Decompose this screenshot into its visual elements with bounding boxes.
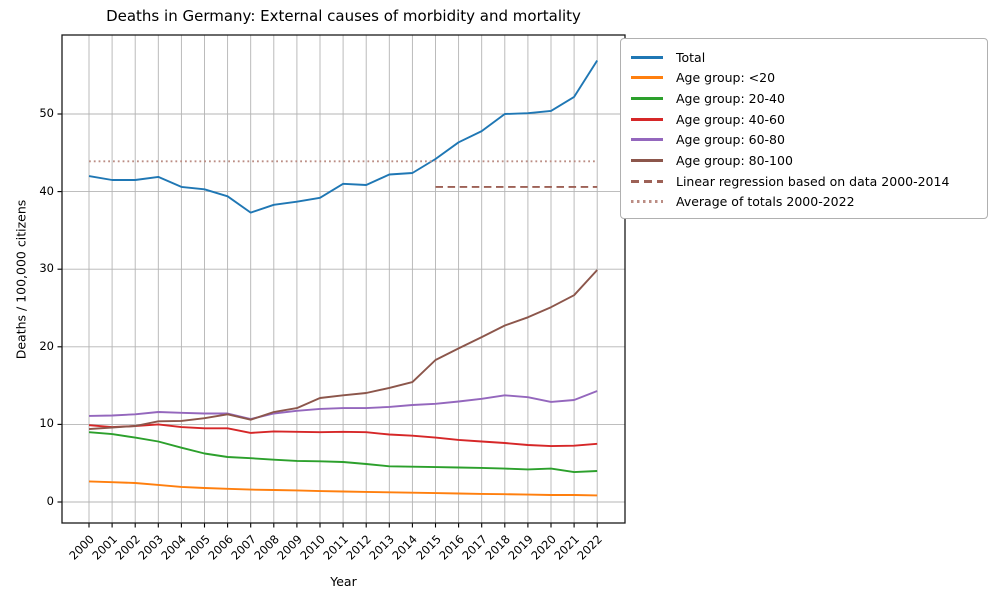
line-age-group-20-40 xyxy=(88,431,598,474)
legend-label: Average of totals 2000-2022 xyxy=(676,194,855,210)
y-tick-label: 40 xyxy=(39,183,54,198)
legend-line-sample xyxy=(631,55,663,59)
x-axis-label: Year xyxy=(330,574,357,589)
line-total xyxy=(88,59,599,214)
chart-title: Deaths in Germany: External causes of mo… xyxy=(106,7,581,25)
legend-item: Age group: 80-100 xyxy=(631,151,977,171)
legend-line-sample xyxy=(631,76,663,80)
line-age-group-80-100 xyxy=(88,269,598,431)
legend-label: Age group: 80-100 xyxy=(676,153,793,169)
plot-border xyxy=(61,34,626,524)
line-age-group-60-80 xyxy=(88,390,598,420)
legend-label: Linear regression based on data 2000-201… xyxy=(676,173,950,189)
legend-line-sample xyxy=(631,159,663,163)
legend-item: Linear regression based on data 2000-201… xyxy=(631,171,977,191)
y-tick-label: 20 xyxy=(39,338,54,353)
legend-line-sample xyxy=(631,200,663,204)
legend-label: Age group: 60-80 xyxy=(676,132,785,148)
legend-item: Age group: <20 xyxy=(631,68,977,88)
y-tick-label: 30 xyxy=(39,261,54,276)
legend-label: Age group: <20 xyxy=(676,70,776,86)
legend-item: Total xyxy=(631,47,977,67)
legend-line-sample xyxy=(631,96,663,100)
legend-line-sample xyxy=(631,179,663,183)
y-tick-label: 10 xyxy=(39,416,54,431)
legend-item: Age group: 60-80 xyxy=(631,130,977,150)
legend-item: Age group: 40-60 xyxy=(631,109,977,129)
legend-line-sample xyxy=(631,117,663,121)
legend-item: Age group: 20-40 xyxy=(631,88,977,108)
line-age-group-20 xyxy=(88,480,598,497)
legend-line-sample xyxy=(631,138,663,142)
y-tick-label: 0 xyxy=(46,494,54,508)
y-tick-label: 50 xyxy=(39,106,54,120)
legend-box: Total Age group: <20 Age group: 20-40 Age g… xyxy=(620,38,988,219)
legend-item: Average of totals 2000-2022 xyxy=(631,192,977,212)
legend-label: Total xyxy=(676,49,706,65)
line-age-group-40-60 xyxy=(88,423,598,448)
legend-label: Age group: 20-40 xyxy=(676,90,785,106)
legend-label: Age group: 40-60 xyxy=(676,111,785,127)
